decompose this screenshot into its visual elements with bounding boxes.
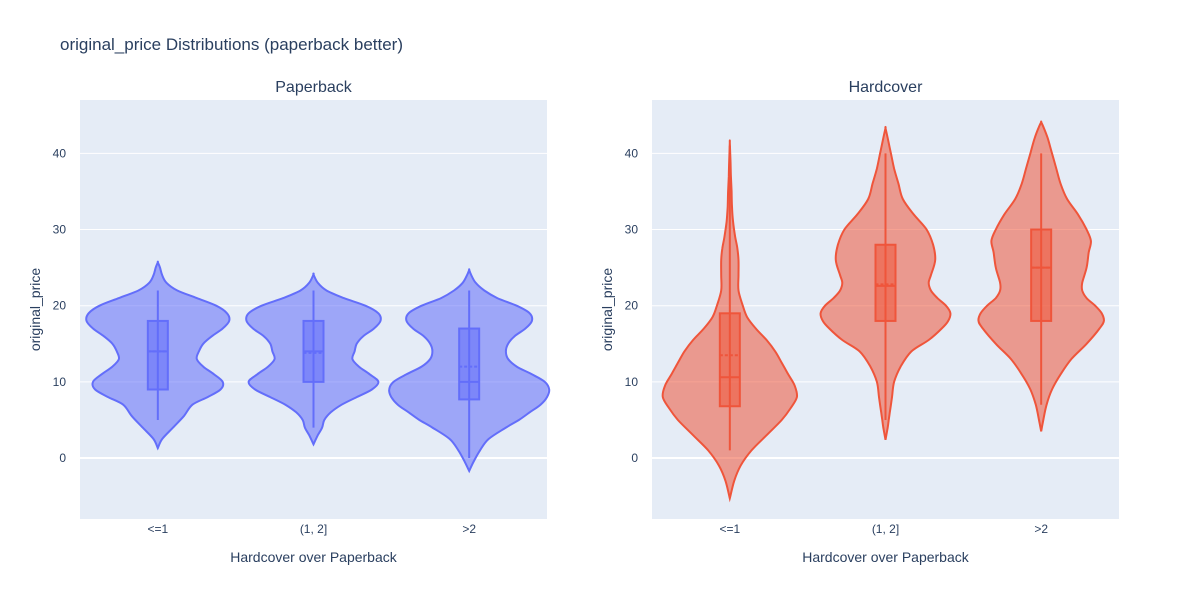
y-tick-label: 0	[59, 451, 66, 465]
y-tick-label: 30	[625, 223, 639, 237]
violin-1	[245, 272, 382, 447]
x-tick-label: (1, 2]	[872, 522, 899, 536]
violin-1	[819, 125, 952, 440]
y-tick-label: 10	[625, 375, 639, 389]
x-tick-label: <=1	[719, 522, 740, 536]
violin-box	[146, 319, 169, 391]
y-tick-label: 0	[631, 451, 638, 465]
violin-box	[874, 243, 897, 322]
y-axis-title: original_price	[27, 268, 43, 351]
y-axis-title: original_price	[599, 268, 615, 351]
violin-0	[85, 260, 231, 451]
y-tick-label: 20	[625, 299, 639, 313]
violin-2	[977, 120, 1105, 432]
subplot-0: 0 10 20 30 40 <=1 (1, 2] >2 Paperback Hardcover o…	[27, 79, 551, 565]
subplot-title: Hardcover	[849, 79, 923, 96]
x-tick-label: >2	[1034, 522, 1048, 536]
y-tick-label: 20	[53, 299, 67, 313]
subplot-1: 0 10 20 30 40 <=1 (1, 2] >2 Hardcover Hardcover o…	[599, 79, 1119, 565]
x-axis-title: Hardcover over Paperback	[230, 549, 398, 565]
figure-title: original_price Distributions (paperback …	[60, 35, 403, 54]
subplot-title: Paperback	[275, 79, 352, 96]
y-tick-label: 30	[53, 223, 67, 237]
violin-box	[458, 327, 481, 401]
subplot-panels: 0 10 20 30 40 <=1 (1, 2] >2 Paperback Hardcover o…	[27, 79, 1119, 565]
y-tick-label: 40	[625, 146, 639, 160]
x-axis-title: Hardcover over Paperback	[802, 549, 970, 565]
x-tick-label: <=1	[147, 522, 168, 536]
y-tick-label: 40	[53, 146, 67, 160]
violin-box	[718, 312, 741, 408]
y-tick-label: 10	[53, 375, 67, 389]
x-tick-label: (1, 2]	[300, 522, 327, 536]
x-tick-label: >2	[462, 522, 476, 536]
violin-2	[388, 268, 551, 474]
violin-box	[1030, 228, 1053, 322]
violin-0	[661, 139, 799, 503]
